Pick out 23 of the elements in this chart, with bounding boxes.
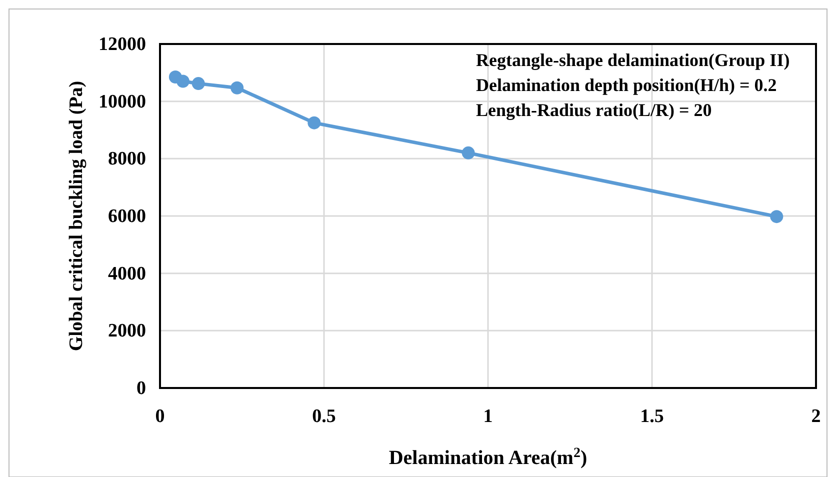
annotation: Regtangle-shape delamination(Group II)	[476, 50, 790, 70]
y-tick-label: 10000	[98, 91, 146, 112]
y-tick-label: 0	[136, 378, 146, 399]
point	[192, 77, 205, 90]
x-tick-label: 1.5	[640, 406, 664, 427]
x-tick-label: 0.5	[312, 406, 336, 427]
point	[230, 81, 244, 94]
point	[176, 74, 190, 88]
y-axis-title: Global critical buckling load (Pa)	[66, 80, 87, 352]
annotation: Delamination depth position(H/h) = 0.2	[476, 75, 777, 95]
annotation: Length-Radius ratio(L/R) = 20	[476, 100, 712, 120]
point	[308, 116, 321, 130]
x-tick-label: 1	[483, 406, 493, 427]
x-tick-label: 2	[811, 406, 821, 427]
x-tick-label: 0	[155, 406, 165, 427]
y-tick-label: 4000	[108, 263, 146, 284]
y-tick-label: 6000	[108, 206, 146, 227]
point	[770, 210, 784, 224]
y-tick-label: 12000	[98, 34, 146, 55]
point	[462, 146, 475, 160]
x-axis-title: Delamination Area(m$^{2}$)	[388, 446, 588, 469]
y-tick-label: 8000	[108, 148, 146, 170]
y-tick-label: 2000	[108, 320, 146, 342]
